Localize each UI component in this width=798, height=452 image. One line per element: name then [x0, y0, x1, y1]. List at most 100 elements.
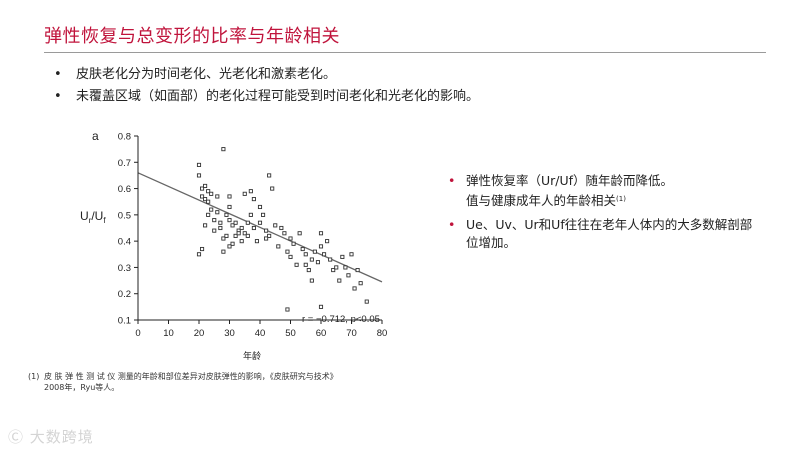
data-point — [203, 183, 208, 188]
data-point — [306, 268, 311, 273]
data-point — [196, 173, 202, 178]
x-tick-label: 80 — [377, 328, 388, 339]
title-divider — [44, 52, 766, 53]
data-point — [270, 186, 275, 191]
data-point — [251, 225, 256, 231]
data-point — [224, 233, 229, 238]
data-point — [358, 281, 363, 286]
y-tick-label: 0.6 — [118, 184, 131, 195]
y-axis-label: Ur/Uf — [80, 209, 106, 225]
data-point — [260, 212, 266, 217]
data-point — [294, 262, 299, 267]
data-point — [349, 252, 354, 257]
data-point — [325, 239, 330, 244]
data-point — [352, 286, 357, 291]
data-point — [288, 236, 293, 241]
data-point — [315, 260, 321, 265]
data-point — [276, 244, 281, 249]
data-point — [331, 268, 336, 273]
data-point — [300, 246, 305, 252]
data-point — [239, 239, 244, 244]
data-point — [212, 228, 217, 233]
data-point — [288, 254, 293, 259]
data-point — [206, 199, 211, 204]
finding-line2: 值与健康成年人的年龄相关 — [466, 193, 617, 208]
finding-item: 弹性恢复率（Ur/Uf）随年龄而降低。 值与健康成年人的年龄相关(1) — [448, 172, 788, 210]
data-point — [203, 223, 208, 228]
data-point — [196, 252, 202, 257]
scatter-chart: a Ur/Uf 0 10 20 30 40 50 60 70 80 0.1 0.2 0.3 0.4 0.5… — [80, 129, 388, 361]
data-point — [218, 220, 223, 225]
y-tick-label: 0.2 — [118, 289, 131, 300]
y-tick-label: 0.3 — [118, 263, 131, 274]
watermark-text: 大数跨境 — [29, 428, 94, 446]
data-point — [227, 244, 232, 249]
data-point — [303, 262, 308, 267]
x-tick-label: 40 — [255, 328, 266, 339]
finding-line2: 位增加。 — [466, 235, 517, 250]
data-point — [309, 257, 314, 262]
y-tick-label: 0.5 — [118, 210, 131, 221]
data-point — [212, 218, 217, 223]
y-tick-label: 0.4 — [118, 237, 131, 248]
data-point — [264, 236, 269, 241]
y-tick-label: 0.8 — [118, 132, 131, 143]
x-tick-label: 0 — [135, 328, 140, 339]
x-tick-label: 70 — [346, 328, 357, 339]
data-point — [230, 223, 235, 228]
data-point — [346, 273, 351, 278]
data-point — [239, 225, 244, 231]
y-axis-label-mid: /U — [91, 209, 103, 223]
data-point — [328, 257, 333, 262]
data-point — [291, 241, 296, 246]
data-point — [245, 233, 250, 238]
data-point — [318, 304, 324, 309]
footnote-line2: 2008年，Ryu等人。 — [44, 383, 120, 392]
data-point — [309, 278, 314, 283]
data-point — [321, 252, 327, 257]
data-point — [227, 218, 232, 223]
watermark-logo: Ⓒ 大数跨境 — [8, 426, 94, 447]
data-point — [343, 265, 348, 270]
panel-label: a — [92, 129, 99, 143]
data-point — [279, 225, 284, 231]
x-tick-label: 10 — [163, 328, 174, 339]
data-point — [318, 244, 324, 249]
data-point — [242, 191, 247, 196]
data-point — [203, 197, 208, 202]
data-point — [334, 265, 339, 270]
data-point — [282, 231, 287, 236]
data-point — [215, 210, 220, 215]
data-point — [257, 220, 263, 225]
data-point — [199, 246, 205, 252]
data-point — [355, 268, 360, 273]
data-point — [199, 194, 205, 199]
data-point — [273, 223, 278, 228]
data-point — [224, 212, 229, 217]
data-point — [230, 241, 235, 246]
data-point — [267, 233, 272, 238]
bullet-item: 皮肤老化分为时间老化、光老化和激素老化。 — [52, 64, 479, 86]
data-point — [236, 231, 241, 236]
footnote-line1: 皮 肤 弹 性 测 试 仪 测量的年龄和部位差异对皮肤弹性的影响，《皮肤研究与技… — [44, 372, 338, 381]
data-point — [221, 249, 226, 254]
data-point — [209, 207, 214, 212]
data-point — [233, 233, 238, 238]
data-point — [221, 147, 226, 152]
data-point — [312, 249, 317, 254]
data-point — [199, 186, 205, 191]
data-point — [245, 220, 250, 225]
x-axis-label: 年龄 — [243, 350, 261, 361]
data-point — [209, 191, 214, 196]
watermark-glyph: Ⓒ — [8, 428, 30, 446]
trend-line — [137, 172, 383, 283]
footnote: (1) 皮 肤 弹 性 测 试 仪 测量的年龄和部位差异对皮肤弹性的影响，《皮肤研… — [28, 371, 338, 393]
data-point — [340, 254, 345, 259]
data-point — [303, 252, 308, 257]
x-tick-label: 50 — [285, 328, 296, 339]
finding-item: Ue、Uv、Ur和Uf往往在老年人体内的大多数解剖部 位增加。 — [448, 216, 788, 252]
data-point — [285, 307, 290, 312]
data-point — [248, 212, 253, 217]
data-point — [251, 197, 256, 202]
data-point — [254, 239, 260, 244]
